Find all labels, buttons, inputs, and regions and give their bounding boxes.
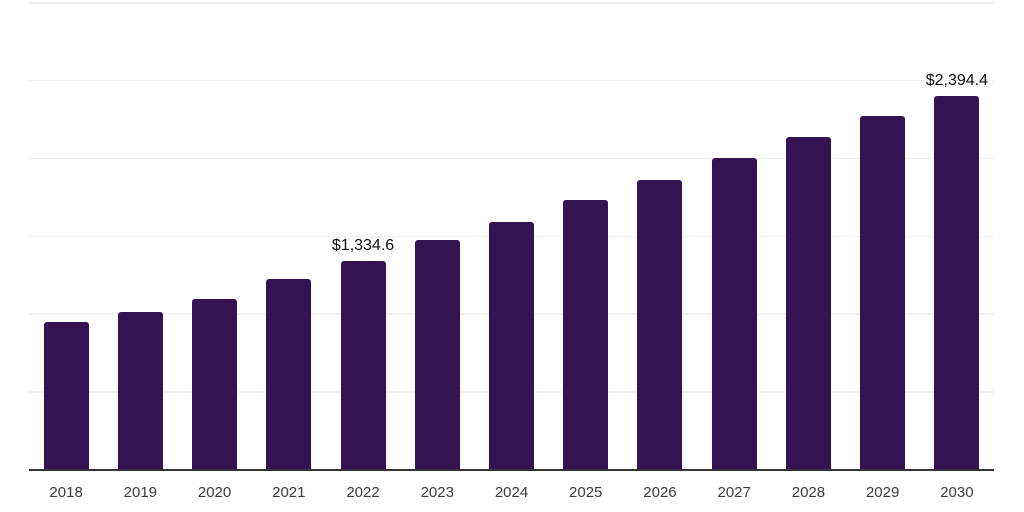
gridline-2000 xyxy=(29,157,994,160)
x-axis-tick-2022: 2022 xyxy=(346,484,380,501)
bar-2026 xyxy=(637,179,683,469)
bar-2027 xyxy=(711,157,757,469)
bar-2028 xyxy=(785,136,831,469)
x-axis-tick-2020: 2020 xyxy=(197,484,232,501)
plot-area: $1,334.6 $2,394.4 xyxy=(29,2,994,471)
value-label-2022: $1,334.6 xyxy=(331,237,395,255)
x-axis-labels: 2018 2019 2020 2021 2022 2023 2024 2025 2026 2027… xyxy=(29,485,994,505)
bar-2029 xyxy=(860,115,906,469)
x-axis-tick-2026: 2026 xyxy=(643,484,677,501)
bar-2019 xyxy=(117,311,163,469)
bar-2023 xyxy=(414,240,460,469)
x-axis-tick-2024: 2024 xyxy=(494,484,529,501)
gridline-2500 xyxy=(29,79,994,82)
x-axis-tick-2021: 2021 xyxy=(272,484,306,501)
bar-2018 xyxy=(43,321,89,469)
gridline-3000 xyxy=(29,2,994,4)
x-axis-tick-2028: 2028 xyxy=(791,484,826,501)
x-axis-tick-2019: 2019 xyxy=(123,484,158,501)
bar-2021 xyxy=(266,279,312,469)
value-label-2030: $2,394.4 xyxy=(925,72,989,90)
x-axis-tick-2018: 2018 xyxy=(49,484,83,501)
bar-2022 xyxy=(340,261,386,469)
bar-2025 xyxy=(563,200,609,469)
x-axis-tick-2027: 2027 xyxy=(717,484,751,501)
bar-2030 xyxy=(934,96,980,469)
x-axis-tick-2029: 2029 xyxy=(865,484,900,501)
bar-2024 xyxy=(489,221,534,469)
x-axis-tick-2023: 2023 xyxy=(420,484,454,501)
bar-2020 xyxy=(192,298,238,469)
x-axis-line xyxy=(29,469,994,471)
x-axis-tick-2025: 2025 xyxy=(569,484,603,501)
x-axis-tick-2030: 2030 xyxy=(940,484,974,501)
